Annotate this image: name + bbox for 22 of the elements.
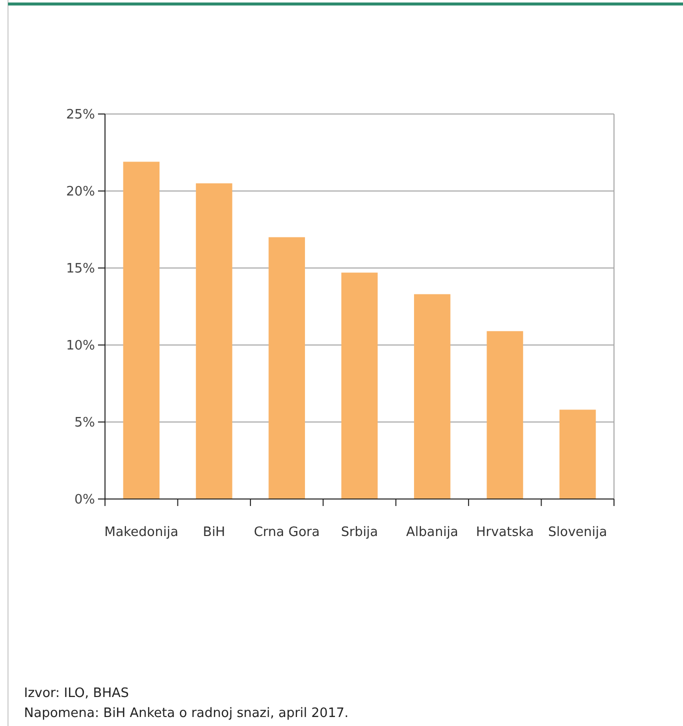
text: Izvor: ILO, BHAS xyxy=(24,686,129,701)
x-tick-label: Srbija xyxy=(340,525,378,540)
x-tick-label: Albanija xyxy=(406,525,458,540)
bar xyxy=(196,183,232,499)
bar xyxy=(268,237,305,499)
x-tick-label: BiH xyxy=(202,525,226,540)
bar xyxy=(486,331,524,499)
y-tick-label: 15% xyxy=(66,262,95,277)
x-tick-label: Slovenija xyxy=(548,525,608,540)
text: Napomena: BiH Anketa o radnoj snazi, april 2017. xyxy=(24,706,349,721)
x-tick-label: Makedonija xyxy=(104,525,178,540)
bar xyxy=(414,294,450,499)
bar xyxy=(559,410,596,499)
y-tick-label: 0% xyxy=(74,492,95,508)
y-tick-label: 20% xyxy=(66,184,95,200)
y-tick-label: 5% xyxy=(74,416,95,431)
bar xyxy=(123,162,160,499)
bar xyxy=(341,272,378,499)
y-tick-label: 10% xyxy=(66,338,95,354)
x-tick-label: Crna Gora xyxy=(254,525,320,540)
y-tick-label: 25% xyxy=(66,108,95,123)
x-tick-label: Hrvatska xyxy=(476,525,534,540)
